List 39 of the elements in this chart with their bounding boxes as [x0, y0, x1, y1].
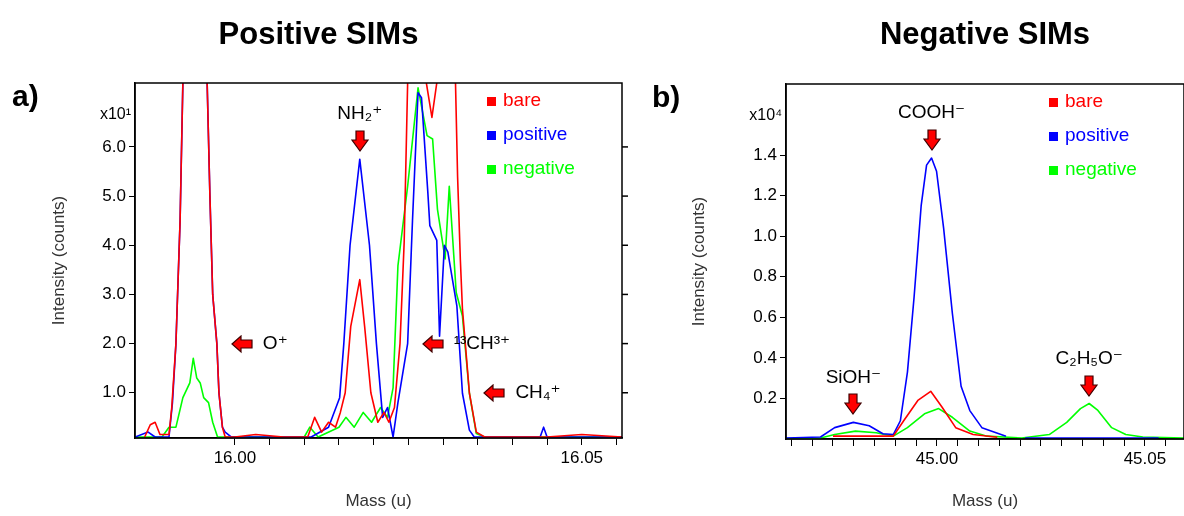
x-tick-label: 16.00 — [213, 447, 257, 467]
y-tick-label: 4.0 — [102, 234, 126, 254]
y-tick-label: 6.0 — [102, 136, 126, 156]
y-tick-label: 1.0 — [753, 225, 777, 245]
text: a) — [12, 79, 39, 113]
legend-label: negative — [503, 157, 575, 179]
x-tick-label: 45.00 — [915, 448, 959, 468]
y-tick-label: 1.2 — [753, 185, 777, 205]
annotation: NH₂⁺ — [337, 102, 383, 124]
legend-label: bare — [1065, 90, 1104, 112]
y-tick-label: 1.0 — [102, 382, 126, 402]
annotation: C₂H₅O⁻ — [1055, 346, 1123, 368]
x-tick-label: 45.05 — [1123, 448, 1167, 468]
x-tick-label: 16.05 — [560, 447, 604, 467]
legend-label: bare — [503, 89, 542, 111]
chart-title: Negative SIMs — [879, 15, 1091, 51]
text: x10⁴ — [749, 106, 783, 124]
y-tick-label: 0.8 — [753, 266, 777, 286]
annotation: COOH⁻ — [898, 101, 966, 123]
x-axis-title: Mass (u) — [951, 491, 1019, 511]
chart-title: Positive SIMs — [218, 15, 419, 51]
annotation: SiOH⁻ — [825, 365, 882, 387]
y-tick-label: 0.6 — [753, 306, 777, 326]
y-tick-label: 1.4 — [753, 144, 777, 164]
annotation: O⁺ — [262, 331, 288, 353]
text: b) — [652, 80, 681, 114]
legend-label: positive — [1065, 124, 1130, 146]
annotation: CH₄⁺ — [515, 381, 561, 402]
y-tick-label: 5.0 — [102, 185, 126, 205]
y-axis-title: Intensity (counts) — [688, 196, 708, 327]
x-axis-title: Mass (u) — [345, 491, 412, 511]
text: x10¹ — [99, 105, 131, 123]
y-tick-label: 0.2 — [753, 388, 777, 408]
y-tick-label: 0.4 — [753, 347, 777, 367]
y-tick-label: 2.0 — [102, 333, 126, 353]
y-tick-label: 3.0 — [102, 284, 126, 304]
legend-label: negative — [1065, 158, 1137, 180]
y-axis-title: Intensity (counts) — [48, 195, 68, 326]
legend-label: positive — [503, 123, 568, 145]
